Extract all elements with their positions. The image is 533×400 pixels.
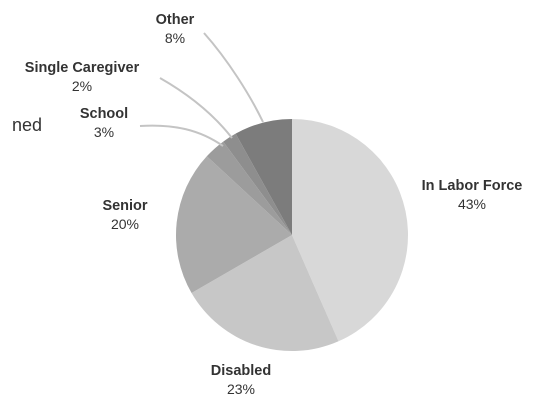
slice-label-senior: Senior — [102, 198, 147, 214]
leader-line-single-caregiver — [159, 77, 233, 139]
clipped-title-text: ned — [11, 115, 42, 135]
pie-slice-single-caregiver — [223, 133, 292, 235]
pie-slice-other — [235, 119, 292, 235]
slice-value-single-caregiver: 2% — [72, 78, 92, 94]
pie-slice-school — [206, 141, 292, 235]
slice-value-in-labor-force: 43% — [458, 196, 486, 212]
slice-value-senior: 20% — [111, 216, 139, 232]
pie-slice-in-labor-force — [292, 119, 409, 342]
slice-label-single-caregiver: Single Caregiver — [25, 60, 140, 76]
slice-value-school: 3% — [94, 124, 114, 140]
slice-label-disabled: Disabled — [211, 363, 271, 379]
slice-label-other: Other — [156, 12, 195, 28]
leader-line-other — [203, 32, 264, 123]
slice-value-disabled: 23% — [227, 381, 255, 397]
slice-label-in-labor-force: In Labor Force — [422, 178, 523, 194]
pie-slice-disabled — [191, 235, 339, 352]
slice-label-school: School — [80, 106, 128, 122]
slice-value-other: 8% — [165, 30, 185, 46]
pie-slice-senior — [175, 156, 292, 293]
leader-line-school — [139, 124, 224, 147]
